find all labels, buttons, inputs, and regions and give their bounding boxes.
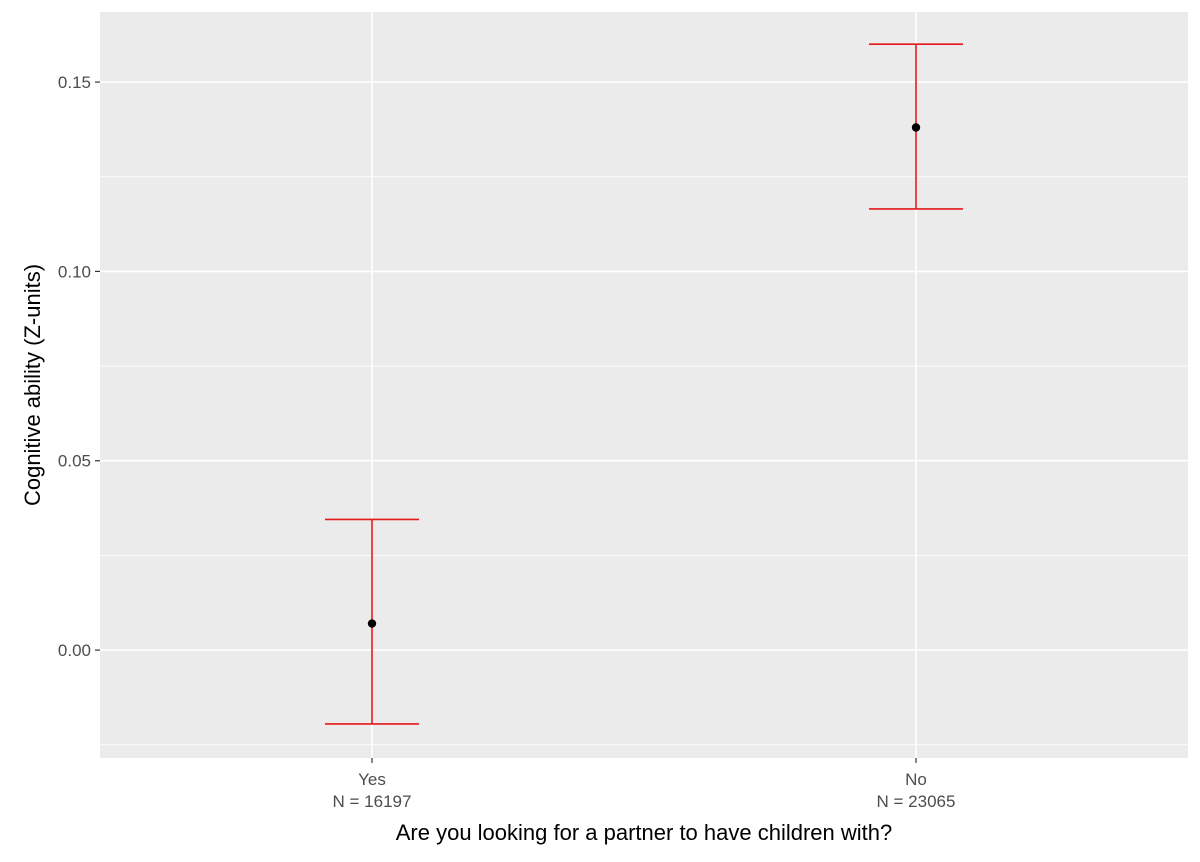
- y-axis-title: Cognitive ability (Z-units): [20, 264, 45, 506]
- grid-layer: [100, 12, 1188, 758]
- data-point: [367, 619, 377, 628]
- x-tick-label: Yes: [358, 770, 386, 789]
- y-tick-label: 0.05: [58, 452, 91, 471]
- tick-layer: 0.00 0.05 0.10 0.15 Yes N = 16197 No N = 23065: [58, 73, 956, 811]
- y-tick-label: 0.00: [58, 641, 91, 660]
- x-tick-sublabel: N = 16197: [333, 792, 412, 811]
- x-axis-title: Are you looking for a partner to have ch…: [396, 820, 893, 845]
- x-tick-sublabel: N = 23065: [877, 792, 956, 811]
- y-tick-label: 0.10: [58, 262, 91, 281]
- x-tick-label: No: [905, 770, 927, 789]
- y-tick-label: 0.15: [58, 73, 91, 92]
- data-layer: [325, 43, 963, 725]
- plot-panel: [100, 12, 1188, 758]
- data-point: [911, 123, 921, 132]
